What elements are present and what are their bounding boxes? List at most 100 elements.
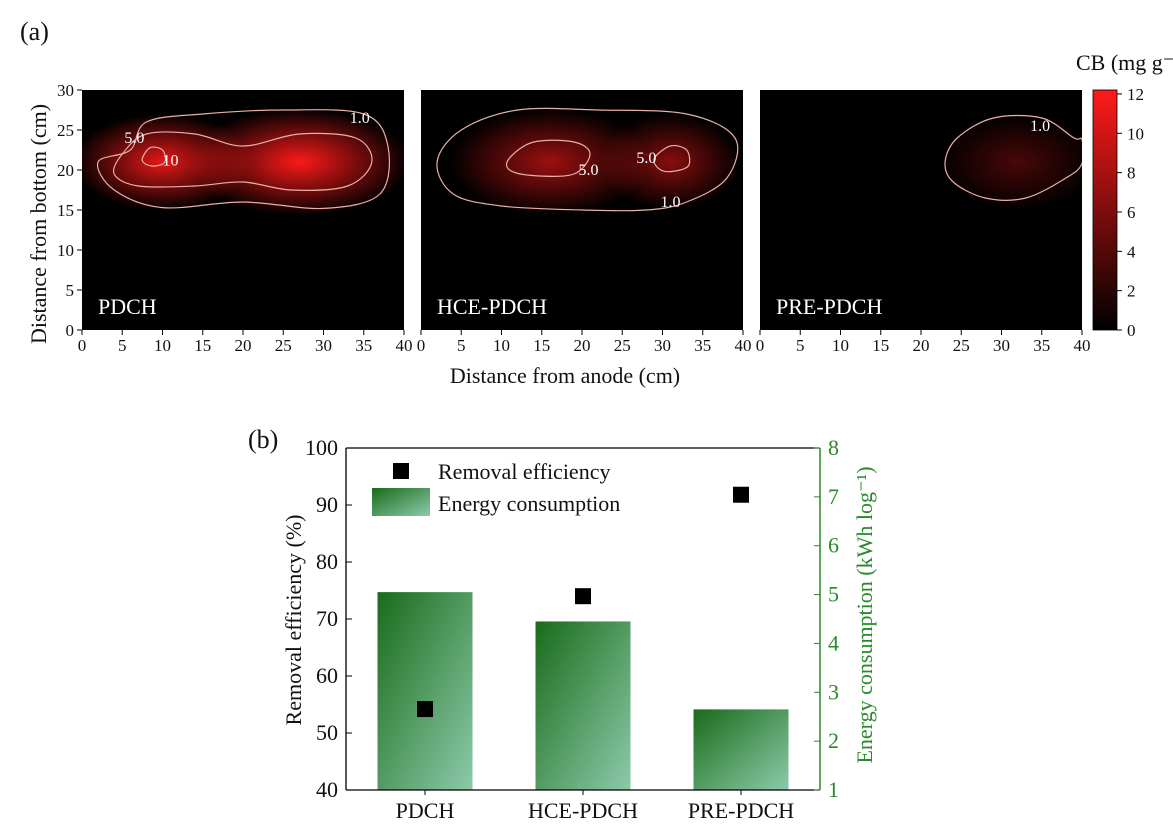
energy-bar bbox=[377, 592, 473, 790]
contour-line bbox=[505, 139, 591, 178]
legend-label-removal: Removal efficiency bbox=[438, 459, 610, 484]
x-tick-label: 20 bbox=[574, 336, 591, 355]
left-tick-label: 80 bbox=[316, 549, 338, 574]
colorbar-tick-label: 8 bbox=[1127, 164, 1136, 183]
category-label: PDCH bbox=[396, 798, 455, 823]
heatmap-axes: 0 5 10 15 20 25 30 35 40 0 5 10 15 20 25 30 35 40 0 5 10 15 20… bbox=[57, 81, 1091, 355]
x-tick-label: 5 bbox=[457, 336, 466, 355]
y-tick-label: 25 bbox=[57, 121, 74, 140]
heatmap-panels: 1.0 5.0 10 PDCH 1.0 5.0 5.0 HCE-PDCH 1.0 PRE-PDCH bbox=[82, 90, 1082, 330]
heatmap-x-axis-label: Distance from anode (cm) bbox=[450, 363, 680, 388]
x-tick-label: 35 bbox=[694, 336, 711, 355]
heatmap-hotspot bbox=[937, 113, 1082, 211]
legend-swatch-energy bbox=[372, 488, 430, 516]
left-tick-label: 90 bbox=[316, 492, 338, 517]
category-label: PRE-PDCH bbox=[688, 798, 794, 823]
x-tick-label: 10 bbox=[493, 336, 510, 355]
heatmap-panel-hce-pdch: 1.0 5.0 5.0 HCE-PDCH bbox=[421, 90, 743, 330]
colorbar-tick-label: 6 bbox=[1127, 203, 1136, 222]
heatmap-y-axis-label: Distance from bottom (cm) bbox=[26, 104, 51, 344]
x-tick-label: 10 bbox=[832, 336, 849, 355]
contour-line bbox=[436, 107, 739, 212]
x-tick-label: 35 bbox=[1033, 336, 1050, 355]
y-tick-label: 10 bbox=[57, 241, 74, 260]
y-tick-label: 20 bbox=[57, 161, 74, 180]
heatmap-hotspot bbox=[600, 113, 741, 211]
panel-a-label: (a) bbox=[20, 17, 49, 46]
bar-y2-axis-label: Energy consumption (kWh log⁻¹) bbox=[852, 466, 877, 763]
heatmap-panel-pdch: 1.0 5.0 10 PDCH bbox=[82, 90, 404, 330]
x-tick-label: 0 bbox=[417, 336, 426, 355]
bar-chart: PDCH HCE-PDCH PRE-PDCH 40 50 60 70 80 90 100 1 2 3 4 5… bbox=[305, 435, 839, 823]
colorbar-tick-label: 10 bbox=[1127, 124, 1144, 143]
colorbar-tick-label: 12 bbox=[1127, 85, 1144, 104]
x-tick-label: 5 bbox=[118, 336, 127, 355]
x-tick-label: 15 bbox=[194, 336, 211, 355]
contour-label: 1.0 bbox=[1030, 118, 1050, 135]
right-tick-label: 5 bbox=[828, 582, 839, 607]
right-tick-label: 4 bbox=[828, 630, 839, 655]
x-tick-label: 35 bbox=[355, 336, 372, 355]
colorbar-tick-label: 4 bbox=[1127, 242, 1136, 261]
legend-label-energy: Energy consumption bbox=[438, 491, 620, 516]
y-tick-label: 0 bbox=[66, 321, 75, 340]
colorbar-tick-label: 2 bbox=[1127, 282, 1136, 301]
right-tick-label: 3 bbox=[828, 679, 839, 704]
colorbar-tick-label: 0 bbox=[1127, 321, 1136, 340]
x-tick-label: 40 bbox=[396, 336, 413, 355]
heatmap-panel-name: HCE-PDCH bbox=[437, 294, 547, 319]
heatmap-panel-pre-pdch: 1.0 PRE-PDCH bbox=[760, 90, 1082, 330]
removal-efficiency-point bbox=[575, 588, 591, 605]
left-tick-label: 40 bbox=[316, 777, 338, 802]
right-tick-label: 2 bbox=[828, 728, 839, 753]
y-tick-label: 30 bbox=[57, 81, 74, 100]
bar-y-axis-label: Removal efficiency (%) bbox=[281, 515, 306, 726]
legend: Removal efficiency Energy consumption bbox=[372, 459, 620, 516]
contour-line bbox=[653, 145, 691, 173]
right-tick-label: 7 bbox=[828, 484, 839, 509]
removal-efficiency-point bbox=[417, 701, 433, 718]
y-tick-label: 5 bbox=[66, 281, 75, 300]
x-tick-label: 40 bbox=[1074, 336, 1091, 355]
colorbar-label: CB (mg g⁻¹) bbox=[1076, 50, 1173, 75]
contour-label: 10 bbox=[163, 152, 179, 169]
x-tick-label: 20 bbox=[235, 336, 252, 355]
energy-bar bbox=[535, 621, 631, 790]
left-tick-label: 70 bbox=[316, 606, 338, 631]
legend-marker-removal bbox=[393, 463, 409, 479]
x-tick-label: 15 bbox=[533, 336, 550, 355]
heatmap-hotspot bbox=[449, 108, 651, 216]
x-tick-label: 40 bbox=[735, 336, 752, 355]
x-tick-label: 5 bbox=[796, 336, 805, 355]
x-tick-label: 30 bbox=[315, 336, 332, 355]
x-tick-label: 30 bbox=[654, 336, 671, 355]
left-tick-label: 50 bbox=[316, 720, 338, 745]
right-tick-label: 8 bbox=[828, 435, 839, 460]
colorbar-gradient bbox=[1092, 89, 1118, 331]
panel-b-label: (b) bbox=[248, 425, 278, 454]
category-label: HCE-PDCH bbox=[528, 798, 638, 823]
contour-line bbox=[141, 146, 167, 167]
x-tick-label: 25 bbox=[953, 336, 970, 355]
contour-line bbox=[112, 131, 373, 191]
contour-line bbox=[944, 114, 1082, 201]
contour-label: 5.0 bbox=[578, 162, 598, 179]
heatmap-panel-name: PDCH bbox=[98, 294, 157, 319]
contour-label: 1.0 bbox=[350, 110, 370, 127]
x-tick-label: 0 bbox=[78, 336, 87, 355]
right-tick-label: 6 bbox=[828, 533, 839, 558]
colorbar: 0 2 4 6 8 10 12 bbox=[1092, 85, 1144, 340]
right-tick-label: 1 bbox=[828, 777, 839, 802]
heatmap-panel-name: PRE-PDCH bbox=[776, 294, 882, 319]
x-tick-label: 10 bbox=[154, 336, 171, 355]
y-tick-label: 15 bbox=[57, 201, 74, 220]
heatmap-hotspot bbox=[188, 108, 404, 216]
contour-label: 5.0 bbox=[124, 130, 144, 147]
left-tick-label: 60 bbox=[316, 663, 338, 688]
x-tick-label: 25 bbox=[614, 336, 631, 355]
x-tick-label: 15 bbox=[872, 336, 889, 355]
x-tick-label: 30 bbox=[993, 336, 1010, 355]
contour-label: 1.0 bbox=[661, 194, 681, 211]
x-tick-label: 20 bbox=[913, 336, 930, 355]
